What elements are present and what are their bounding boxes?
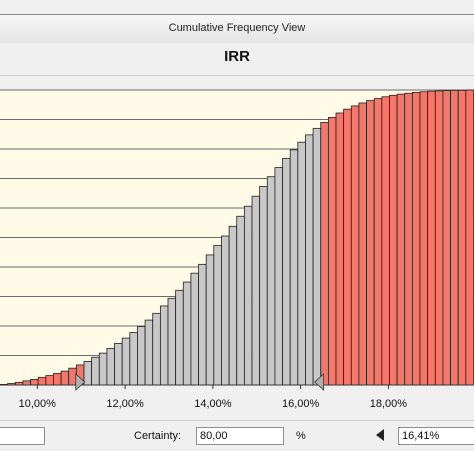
x-tick-label-2: 14,00%	[194, 398, 232, 410]
lower-bound-input[interactable]	[0, 427, 45, 445]
histogram-bar-25	[190, 272, 199, 386]
histogram-bar-57	[434, 90, 444, 386]
histogram-bar-35	[266, 176, 276, 386]
histogram-bar-40	[305, 134, 314, 386]
triangle-left-icon[interactable]	[376, 429, 384, 441]
histogram-bar-43	[327, 117, 337, 386]
histogram-bar-59	[450, 89, 459, 386]
histogram-bar-42	[320, 122, 329, 386]
histogram-bar-3	[22, 380, 31, 386]
histogram-bar-34	[259, 186, 268, 386]
histogram-bar-9	[68, 367, 77, 386]
triangle-left-icon	[314, 373, 325, 391]
histogram-bar-15	[114, 343, 123, 386]
histogram-bar-54	[411, 91, 421, 386]
histogram-bar-5	[37, 376, 47, 386]
histogram-bar-30	[228, 225, 238, 386]
window-title: Cumulative Frequency View	[168, 22, 306, 34]
histogram-bar-12	[91, 356, 100, 386]
histogram-bar-37	[282, 158, 291, 386]
x-tick-label-3: 16,00%	[282, 398, 320, 410]
histogram-bar-33	[251, 195, 261, 386]
histogram-bar-26	[198, 263, 207, 386]
histogram-bar-36	[274, 167, 283, 386]
histogram-bar-51	[389, 94, 398, 386]
histogram-bar-31	[236, 215, 245, 386]
histogram-bar-55	[419, 91, 429, 386]
histogram-bar-29	[221, 235, 230, 386]
histogram-bar-28	[213, 245, 222, 386]
histogram-bar-16	[121, 337, 131, 386]
histogram-bar-46	[350, 105, 360, 386]
histogram-bar-19	[144, 319, 154, 386]
histogram-bar-14	[106, 348, 115, 386]
histogram-bar-23	[175, 289, 184, 386]
histogram-bar-13	[98, 352, 108, 386]
histogram-bar-20	[152, 312, 161, 386]
histogram-bar-45	[343, 108, 352, 386]
histogram-bar-32	[243, 205, 253, 386]
histogram-bar-47	[358, 102, 367, 386]
histogram-bar-41	[312, 127, 322, 386]
histogram-bar-38	[289, 149, 299, 386]
histogram-bar-56	[427, 90, 436, 386]
histogram-bar-11	[83, 360, 93, 386]
triangle-right-icon	[75, 373, 86, 391]
percent-label: %	[296, 430, 306, 442]
histogram-bar-7	[53, 373, 62, 386]
histogram-bar-52	[396, 93, 406, 386]
histogram-bar-6	[45, 375, 54, 386]
x-tick-label-4: 18,00%	[370, 398, 408, 410]
chart-title: IRR	[224, 48, 250, 65]
histogram-bar-21	[159, 305, 169, 386]
histogram-bar-17	[129, 332, 138, 386]
certainty-label: Certainty:	[134, 430, 182, 442]
x-tick-label-0: 10,00%	[19, 398, 57, 410]
histogram-bar-22	[167, 297, 177, 386]
histogram-bar-49	[373, 98, 383, 386]
window-titlebar[interactable]: Cumulative Frequency View	[0, 14, 474, 44]
certainty-input[interactable]	[196, 427, 284, 445]
x-tick-label-1: 12,00%	[106, 398, 144, 410]
window-bottom-edge	[0, 451, 474, 474]
histogram-bar-18	[137, 326, 146, 386]
histogram-bar-50	[381, 96, 390, 386]
histogram-bar-4	[30, 378, 39, 386]
histogram-bar-39	[297, 141, 306, 386]
histogram-bar-61	[465, 89, 474, 386]
histogram-bar-8	[60, 370, 70, 386]
histogram-bar-58	[442, 90, 451, 386]
histogram-bar-44	[335, 112, 345, 386]
certainty-toolbar: Certainty: %	[0, 420, 474, 451]
histogram-bar-48	[366, 100, 375, 386]
histogram-bar-27	[205, 254, 215, 386]
chart-header: IRR	[0, 43, 474, 76]
cumulative-frequency-chart: 10,00% 12,00% 14,00% 16,00% 18,00%	[0, 89, 474, 410]
histogram-bar-60	[457, 89, 467, 386]
histogram-bar-24	[182, 281, 192, 386]
upper-bound-input[interactable]	[398, 427, 474, 445]
histogram-bar-53	[404, 92, 413, 386]
